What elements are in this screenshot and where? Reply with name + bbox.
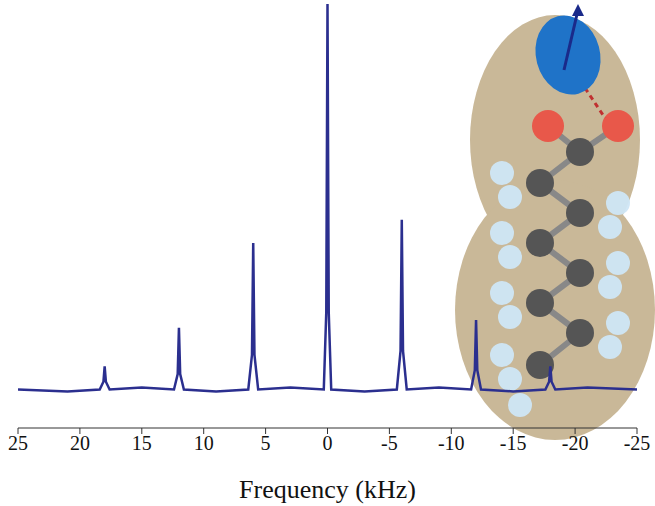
svg-text:-5: -5 bbox=[381, 432, 398, 454]
svg-text:-20: -20 bbox=[562, 432, 589, 454]
svg-text:-10: -10 bbox=[438, 432, 465, 454]
svg-text:20: 20 bbox=[70, 432, 90, 454]
svg-text:25: 25 bbox=[8, 432, 28, 454]
svg-text:-15: -15 bbox=[500, 432, 527, 454]
svg-text:-25: -25 bbox=[624, 432, 651, 454]
svg-text:15: 15 bbox=[132, 432, 152, 454]
svg-text:Frequency (kHz): Frequency (kHz) bbox=[239, 475, 416, 504]
svg-text:5: 5 bbox=[261, 432, 271, 454]
svg-text:0: 0 bbox=[323, 432, 333, 454]
svg-text:10: 10 bbox=[194, 432, 214, 454]
